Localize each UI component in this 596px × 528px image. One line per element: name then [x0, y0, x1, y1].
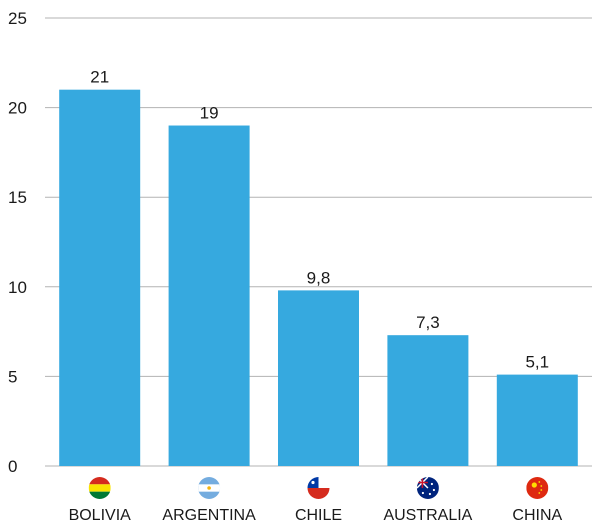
bar-bolivia	[59, 89, 141, 467]
y-tick-label: 20	[8, 99, 27, 118]
x-tick-label-china: CHINA	[512, 507, 562, 523]
china-flag-icon	[526, 477, 549, 499]
data-label-chile: 9,8	[307, 268, 331, 287]
x-tick-label-bolivia: BOLIVIA	[69, 507, 132, 523]
chile-flag-icon	[307, 477, 330, 499]
y-tick-label: 15	[8, 188, 27, 207]
x-tick-label-argentina: ARGENTINA	[162, 507, 256, 523]
australia-flag-icon	[416, 477, 439, 499]
bolivia-flag-icon	[88, 477, 111, 499]
bar-china	[496, 374, 578, 466]
data-label-argentina: 19	[200, 104, 219, 123]
y-axis: 0 5 10 15 20 25	[8, 9, 27, 476]
data-label-australia: 7,3	[416, 313, 440, 332]
y-tick-label: 0	[8, 457, 17, 476]
bar-argentina	[168, 125, 250, 467]
x-tick-label-australia: AUSTRALIA	[383, 507, 472, 523]
x-tick-label-chile: CHILE	[295, 507, 342, 523]
bar-chile	[278, 290, 359, 466]
bars	[59, 89, 578, 467]
bar-australia	[387, 335, 469, 466]
y-tick-label: 5	[8, 367, 17, 386]
x-axis: BOLIVIA ARGENTINA CHILE AUSTRALIA CHINA	[69, 477, 563, 524]
data-label-bolivia: 21	[90, 68, 109, 87]
y-tick-label: 25	[8, 9, 27, 28]
data-labels: 21 19 9,8 7,3 5,1	[90, 68, 549, 372]
argentina-flag-icon	[198, 477, 221, 499]
y-tick-label: 10	[8, 278, 27, 297]
data-label-china: 5,1	[525, 353, 549, 372]
